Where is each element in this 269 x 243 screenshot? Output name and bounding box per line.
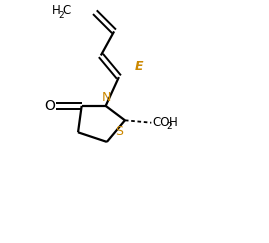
Text: O: O xyxy=(44,99,55,113)
Text: N: N xyxy=(102,91,111,104)
Text: H: H xyxy=(169,116,178,129)
Text: S: S xyxy=(115,125,123,138)
Text: 2: 2 xyxy=(166,122,172,130)
Text: E: E xyxy=(134,60,143,73)
Text: H: H xyxy=(52,5,60,17)
Text: C: C xyxy=(62,5,70,17)
Text: CO: CO xyxy=(153,116,170,129)
Text: 2: 2 xyxy=(58,11,64,20)
